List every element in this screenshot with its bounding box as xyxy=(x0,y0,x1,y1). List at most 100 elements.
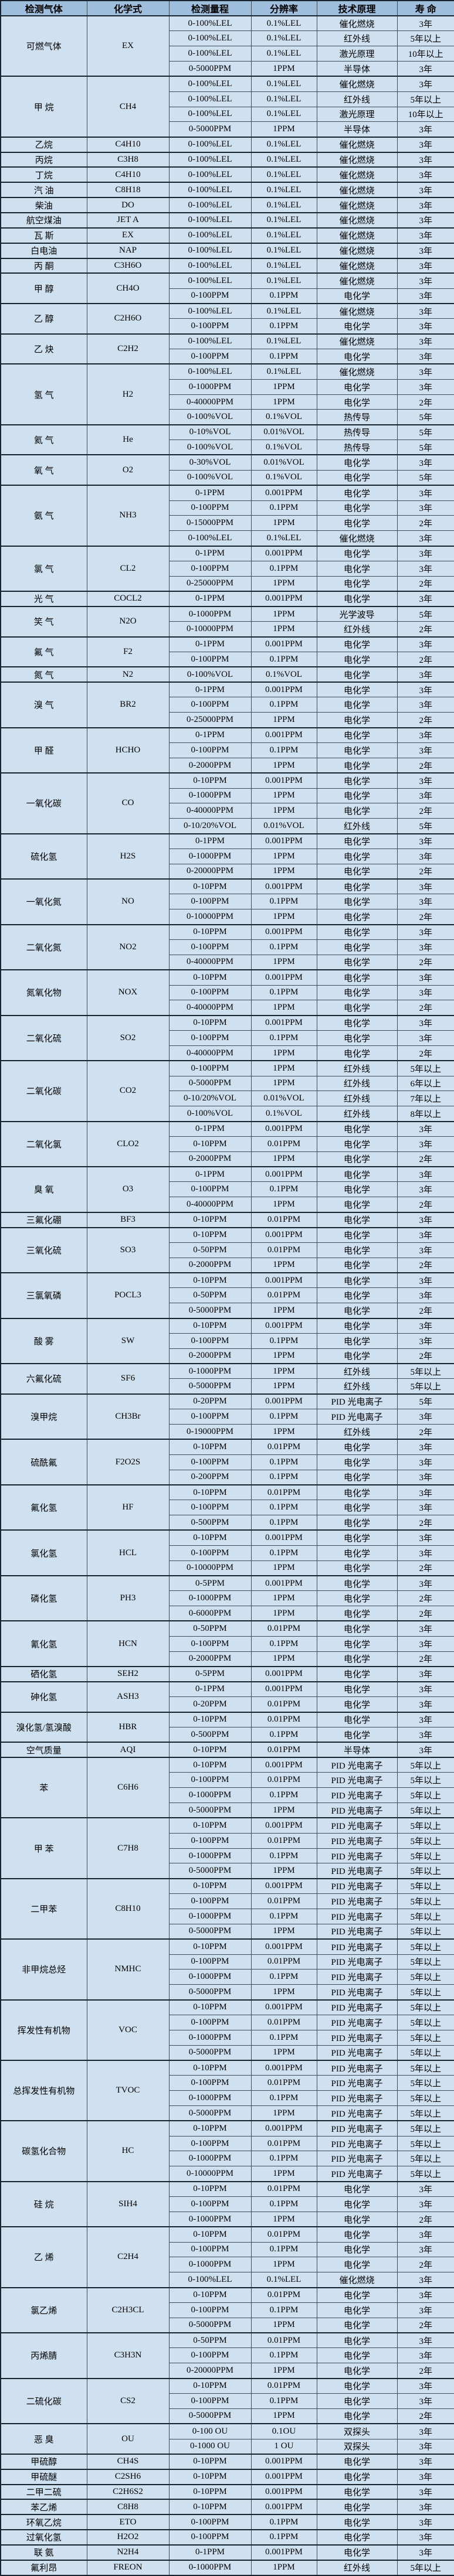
range-cell: 0-10PPM xyxy=(168,1484,252,1501)
table-header: 检测气体 化学式 检测量程 分辨率 技术原理寿 命 xyxy=(0,0,454,16)
formula-cell: C3H6O xyxy=(86,257,170,274)
principle-cell: 电化学 xyxy=(316,1711,398,1727)
range-cell: 0-100PPM xyxy=(168,1772,252,1788)
range-cell: 0-5000PPM xyxy=(168,2105,252,2121)
resolution-cell: 0.001PPM xyxy=(250,2468,317,2485)
principle-cell: 电化学 xyxy=(316,1287,398,1304)
range-cell: 0-20PPM xyxy=(168,1696,252,1712)
range-cell: 0-10PPM xyxy=(168,1272,252,1289)
table-row: 0-10/20%VOL 0.01%VOL 红外线 7年以上 xyxy=(1,1091,454,1107)
lifespan-cell: 2年 xyxy=(397,394,454,410)
lifespan-cell: 2年 xyxy=(397,1348,454,1364)
range-cell: 0-10PPM xyxy=(168,1999,252,2015)
resolution-cell: 1PPM xyxy=(250,1923,317,1940)
resolution-cell: 0.01PPM xyxy=(250,2180,317,2197)
lifespan-cell: 3年 xyxy=(397,1409,454,1425)
formula-cell: C8H18 xyxy=(86,182,170,198)
lifespan-cell: 3年 xyxy=(397,1681,454,1698)
gas-cell: 六氟化硫 xyxy=(0,1363,87,1395)
principle-cell: 电化学 xyxy=(316,1197,398,1213)
lifespan-cell: 8年以上 xyxy=(397,1106,454,1122)
principle-cell: 红外线 xyxy=(316,818,398,834)
lifespan-cell: 2年 xyxy=(397,621,454,638)
gas-cell: 臭 氧 xyxy=(0,1166,87,1213)
range-cell: 0-5000PPM xyxy=(168,1984,252,2001)
range-cell: 0-100%VOL xyxy=(168,1106,252,1122)
table-row: 恶 臭 OU 0-100 OU 0.1OU 双探头 3年 xyxy=(0,2423,454,2455)
range-cell: 0-100PPM xyxy=(168,1954,252,1970)
principle-cell: 电化学 xyxy=(316,469,398,486)
formula-cell: N2O xyxy=(86,605,170,638)
principle-cell: 电化学 xyxy=(316,1575,398,1592)
resolution-cell: 0.1%LEL xyxy=(250,2272,317,2288)
lifespan-cell: 3年 xyxy=(397,1696,454,1712)
table-row: 白电油 NAP 0-100%LEL 0.1%LEL 催化燃烧 3年 xyxy=(0,242,454,258)
resolution-cell: 0.001PPM xyxy=(250,1681,317,1698)
resolution-cell: 0.01PPM xyxy=(250,1711,317,1727)
formula-cell: CO xyxy=(86,772,170,834)
range-cell: 0-100%LEL xyxy=(168,257,252,274)
resolution-cell: 1PPM xyxy=(250,61,317,77)
formula-cell: NH3 xyxy=(86,485,170,547)
column-header-4: 分辨率 xyxy=(250,0,317,16)
formula-cell: C2H2 xyxy=(86,333,170,364)
range-cell: 0-10PPM xyxy=(168,1938,252,1955)
range-cell: 0-5000PPM xyxy=(168,1802,252,1818)
principle-cell: 电化学 xyxy=(316,2196,398,2212)
gas-cell: 溴化氢/氢溴酸 xyxy=(0,1711,87,1743)
formula-cell: SIH4 xyxy=(86,2180,170,2227)
resolution-cell: 0.1PPM xyxy=(250,1500,317,1516)
resolution-cell: 0.1PPM xyxy=(250,2090,317,2106)
lifespan-cell: 5年以上 xyxy=(397,1954,454,1970)
lifespan-cell: 2年 xyxy=(397,651,454,667)
resolution-cell: 0.001PPM xyxy=(250,1120,317,1137)
principle-cell: 电化学 xyxy=(316,379,398,395)
lifespan-cell: 3年 xyxy=(397,2514,454,2530)
resolution-cell: 0.001PPM xyxy=(250,2544,317,2561)
table-row: 硫化氢 H2S 0-1PPM 0.001PPM 电化学 3年 xyxy=(0,833,454,880)
table-row: 丙烷 C3H8 0-100%LEL 0.1%LEL 催化燃烧 3年 xyxy=(0,151,454,168)
gas-cell: 一氧化碳 xyxy=(0,772,87,834)
formula-cell: CLO2 xyxy=(86,1120,170,1167)
lifespan-cell: 3年 xyxy=(397,333,454,350)
table-row: 三氯氧磷 POCL3 0-10PPM 0.001PPM 电化学 3年 xyxy=(0,1272,454,1319)
range-cell: 0-100PPM xyxy=(168,894,252,910)
principle-cell: 电化学 xyxy=(316,984,398,1001)
table-row: 二氧化氮 NO2 0-10PPM 0.001PPM 电化学 3年 xyxy=(0,924,454,970)
range-cell: 0-2000PPM xyxy=(168,1651,252,1667)
table-row: 丁烷 C4H10 0-100%LEL 0.1%LEL 催化燃烧 3年 xyxy=(0,166,454,183)
principle-cell: 催化燃烧 xyxy=(316,530,398,547)
resolution-cell: 0.1%LEL xyxy=(250,166,317,183)
principle-cell: 电化学 xyxy=(316,500,398,516)
formula-cell: C2H6S2 xyxy=(86,2483,170,2500)
lifespan-cell: 3年 xyxy=(397,1439,454,1455)
range-cell: 0-100PPM xyxy=(168,2075,252,2091)
lifespan-cell: 3年 xyxy=(397,2272,454,2288)
resolution-cell: 0.001PPM xyxy=(250,1938,317,1955)
principle-cell: 催化燃烧 xyxy=(316,212,398,229)
lifespan-cell: 3年 xyxy=(397,182,454,198)
range-cell: 0-100PPM xyxy=(168,288,252,304)
range-cell: 0-10PPM xyxy=(168,2120,252,2137)
formula-cell: ASH3 xyxy=(86,1681,170,1712)
range-cell: 0-10000PPM xyxy=(168,2166,252,2182)
resolution-cell: 0.001PPM xyxy=(250,485,317,501)
table-row: 可燃气体 EX 0-100%LEL 0.1%LEL 催化燃烧 3年 xyxy=(0,15,454,77)
formula-cell: HF xyxy=(86,1484,170,1531)
gas-cell: 苯乙烯 xyxy=(0,2499,87,2515)
principle-cell: PID 光电离子 xyxy=(316,1938,398,1955)
gas-cell: 丙烷 xyxy=(0,151,87,168)
lifespan-cell: 5年以上 xyxy=(397,1908,454,1924)
lifespan-cell: 3年 xyxy=(397,2483,454,2500)
principle-cell: 催化燃烧 xyxy=(316,136,398,153)
resolution-cell: 1PPM xyxy=(250,2166,317,2182)
lifespan-cell: 3年 xyxy=(397,136,454,153)
principle-cell: PID 光电离子 xyxy=(316,1787,398,1804)
gas-cell: 甲 醛 xyxy=(0,727,87,774)
gas-cell: 二氧化碳 xyxy=(0,1060,87,1122)
range-cell: 0-10/20%VOL xyxy=(168,1091,252,1107)
table-row: 乙 烯 C2H4 0-10PPM 0.01PPM 电化学 3年 xyxy=(0,2226,454,2288)
lifespan-cell: 3年 xyxy=(397,1226,454,1243)
table-row: 二氧化氯 CLO2 0-1PPM 0.001PPM 电化学 3年 xyxy=(0,1120,454,1167)
resolution-cell: 0.001PPM xyxy=(250,772,317,789)
